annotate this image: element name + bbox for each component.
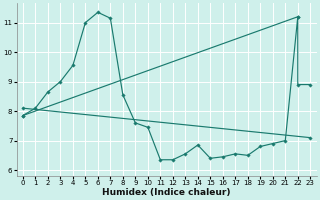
X-axis label: Humidex (Indice chaleur): Humidex (Indice chaleur) [102, 188, 231, 197]
